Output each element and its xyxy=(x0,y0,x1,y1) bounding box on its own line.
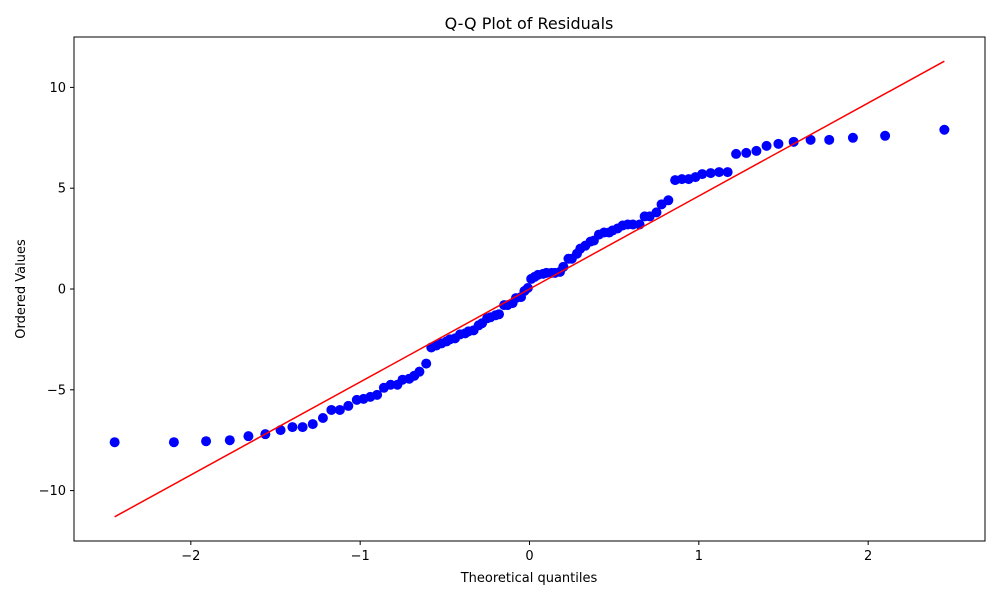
data-point xyxy=(243,431,254,442)
data-point xyxy=(773,138,784,149)
data-point xyxy=(697,169,708,180)
x-axis-ticks: −2 −1 0 1 2 xyxy=(181,541,872,564)
data-point xyxy=(805,134,816,145)
data-point xyxy=(939,124,950,135)
data-point xyxy=(307,419,318,430)
y-tick-label: −10 xyxy=(39,484,66,499)
x-axis-label: Theoretical quantiles xyxy=(460,571,598,586)
x-tick-label: −1 xyxy=(351,549,370,564)
plot-area xyxy=(73,36,986,542)
data-point xyxy=(297,422,308,433)
y-tick-label: 10 xyxy=(49,81,66,96)
data-point xyxy=(201,436,212,447)
data-point xyxy=(847,132,858,143)
data-point xyxy=(224,435,235,446)
data-point xyxy=(334,404,345,415)
data-point xyxy=(731,148,742,159)
y-tick-label: 0 xyxy=(58,283,66,298)
data-point xyxy=(287,422,298,433)
data-point xyxy=(372,389,383,400)
data-point xyxy=(651,207,662,218)
data-point xyxy=(168,437,179,448)
data-point xyxy=(788,136,799,147)
x-tick-label: 1 xyxy=(695,549,703,564)
data-point xyxy=(714,167,725,178)
x-tick-label: −2 xyxy=(181,549,200,564)
data-point xyxy=(317,413,328,424)
x-tick-label: 2 xyxy=(864,549,872,564)
y-tick-label: −5 xyxy=(47,383,66,398)
y-axis-label: Ordered Values xyxy=(14,239,29,339)
y-tick-label: 5 xyxy=(58,182,66,197)
data-point xyxy=(751,145,762,156)
data-point xyxy=(880,130,891,141)
data-point xyxy=(761,140,772,151)
data-point xyxy=(824,134,835,145)
data-point xyxy=(421,358,432,369)
chart-title: Q-Q Plot of Residuals xyxy=(445,14,614,33)
data-point xyxy=(722,167,733,178)
data-point xyxy=(275,425,286,436)
data-point xyxy=(663,195,674,206)
reference-line xyxy=(114,60,945,518)
y-axis-ticks: −10 −5 0 5 10 xyxy=(39,81,74,499)
data-point xyxy=(741,147,752,158)
data-point xyxy=(414,366,425,377)
x-tick-label: 0 xyxy=(525,549,533,564)
data-point xyxy=(494,309,505,320)
data-point xyxy=(343,400,354,411)
data-point xyxy=(326,404,337,415)
data-point xyxy=(705,168,716,179)
data-point xyxy=(109,437,120,448)
